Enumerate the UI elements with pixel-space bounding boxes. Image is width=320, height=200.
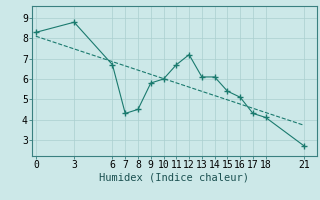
X-axis label: Humidex (Indice chaleur): Humidex (Indice chaleur) bbox=[100, 173, 249, 183]
